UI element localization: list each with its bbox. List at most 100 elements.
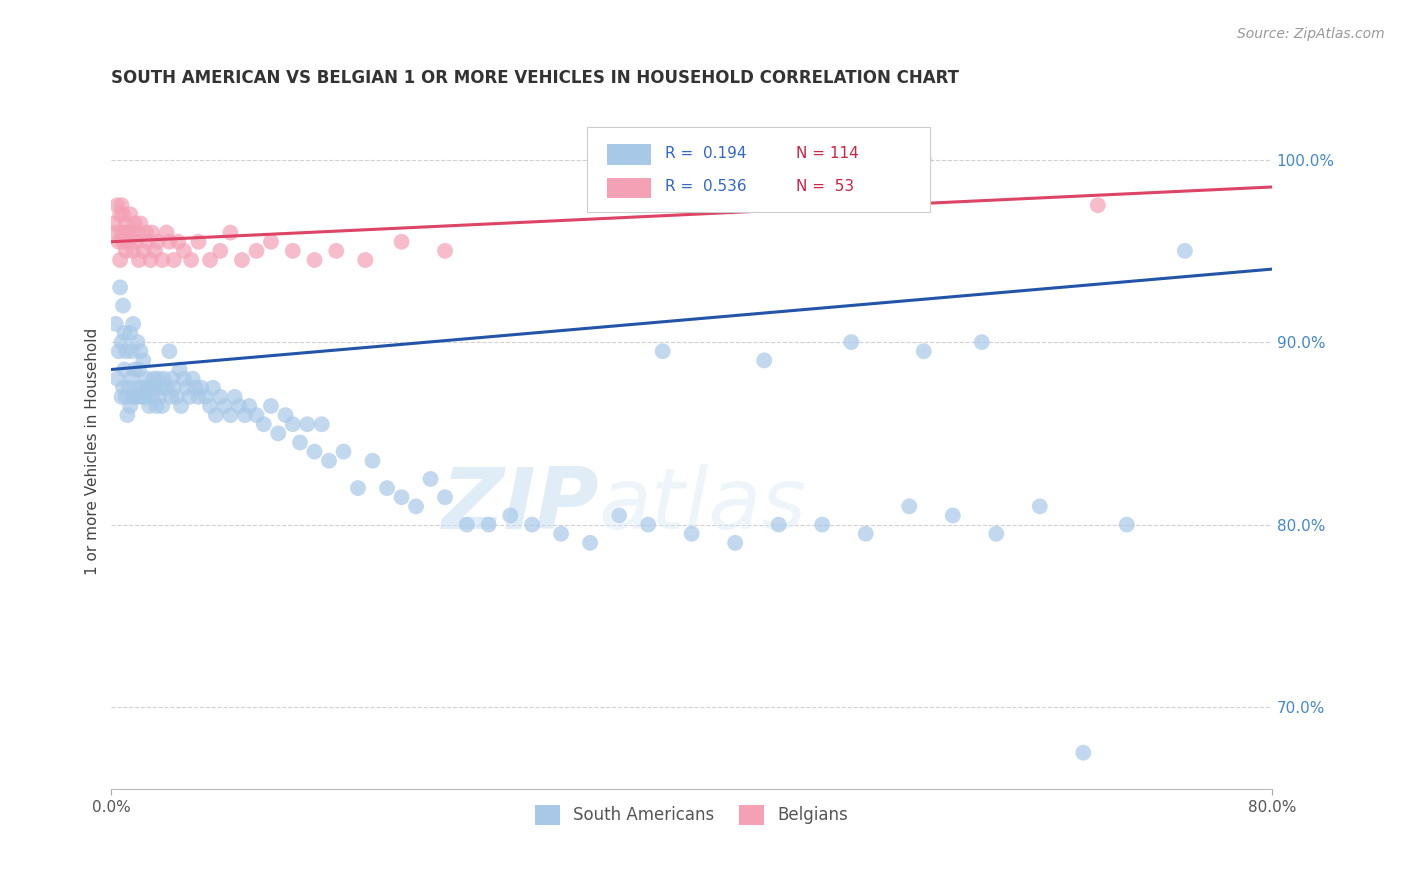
Point	[107, 235, 129, 249]
Point	[131, 381, 153, 395]
Point	[173, 244, 195, 258]
Point	[129, 344, 152, 359]
Point	[108, 252, 131, 267]
Point	[173, 371, 195, 385]
Point	[724, 536, 747, 550]
Point	[184, 381, 207, 395]
Point	[550, 526, 572, 541]
Point	[128, 362, 150, 376]
Point	[127, 335, 149, 350]
Point	[187, 390, 209, 404]
Point	[811, 517, 834, 532]
Point	[1071, 746, 1094, 760]
Point	[103, 217, 125, 231]
Point	[115, 217, 138, 231]
Point	[297, 417, 319, 432]
Point	[118, 381, 141, 395]
Point	[135, 371, 157, 385]
Point	[970, 335, 993, 350]
Point	[129, 217, 152, 231]
Point	[111, 299, 134, 313]
Point	[281, 244, 304, 258]
Point	[141, 390, 163, 404]
Point	[637, 517, 659, 532]
Point	[361, 454, 384, 468]
Point	[152, 371, 174, 385]
Point	[159, 344, 181, 359]
Legend: South Americans, Belgians: South Americans, Belgians	[529, 797, 855, 831]
Point	[477, 517, 499, 532]
Point	[150, 399, 173, 413]
Point	[120, 399, 142, 413]
Point	[170, 399, 193, 413]
Point	[142, 371, 165, 385]
Point	[134, 390, 156, 404]
Point	[128, 252, 150, 267]
Point	[1115, 517, 1137, 532]
Point	[228, 399, 250, 413]
Point	[141, 226, 163, 240]
Point	[114, 226, 136, 240]
Point	[129, 390, 152, 404]
Point	[209, 244, 232, 258]
Point	[1029, 500, 1052, 514]
Point	[124, 217, 146, 231]
Point	[391, 490, 413, 504]
Point	[912, 153, 935, 167]
Point	[456, 517, 478, 532]
Point	[219, 226, 242, 240]
Point	[201, 381, 224, 395]
Point	[150, 252, 173, 267]
Point	[143, 381, 166, 395]
Point	[159, 235, 181, 249]
Point	[143, 244, 166, 258]
Point	[253, 417, 276, 432]
Point	[125, 390, 148, 404]
Point	[155, 381, 177, 395]
Point	[132, 353, 155, 368]
Point	[499, 508, 522, 523]
Point	[318, 454, 340, 468]
Point	[839, 335, 862, 350]
Point	[274, 408, 297, 422]
Point	[104, 226, 127, 240]
Point	[138, 399, 160, 413]
Bar	[607, 178, 651, 198]
Point	[148, 390, 170, 404]
Point	[160, 390, 183, 404]
Point	[111, 235, 134, 249]
Text: N = 114: N = 114	[796, 145, 859, 161]
Point	[304, 444, 326, 458]
Point	[768, 517, 790, 532]
FancyBboxPatch shape	[588, 128, 929, 212]
Point	[198, 399, 221, 413]
Point	[347, 481, 370, 495]
Point	[520, 517, 543, 532]
Point	[110, 226, 132, 240]
Point	[124, 362, 146, 376]
Point	[155, 226, 177, 240]
Point	[187, 235, 209, 249]
Point	[354, 252, 377, 267]
Text: N =  53: N = 53	[796, 178, 855, 194]
Point	[219, 408, 242, 422]
Point	[108, 280, 131, 294]
Point	[181, 371, 204, 385]
Point	[104, 317, 127, 331]
Point	[167, 235, 190, 249]
Point	[146, 371, 169, 385]
Bar	[607, 145, 651, 165]
Point	[1174, 244, 1197, 258]
Point	[107, 344, 129, 359]
Point	[146, 235, 169, 249]
Point	[681, 526, 703, 541]
Point	[136, 235, 159, 249]
Point	[121, 371, 143, 385]
Point	[115, 344, 138, 359]
Y-axis label: 1 or more Vehicles in Household: 1 or more Vehicles in Household	[86, 328, 100, 575]
Point	[224, 390, 246, 404]
Point	[375, 481, 398, 495]
Point	[108, 207, 131, 221]
Point	[898, 500, 921, 514]
Text: ZIP: ZIP	[441, 464, 599, 547]
